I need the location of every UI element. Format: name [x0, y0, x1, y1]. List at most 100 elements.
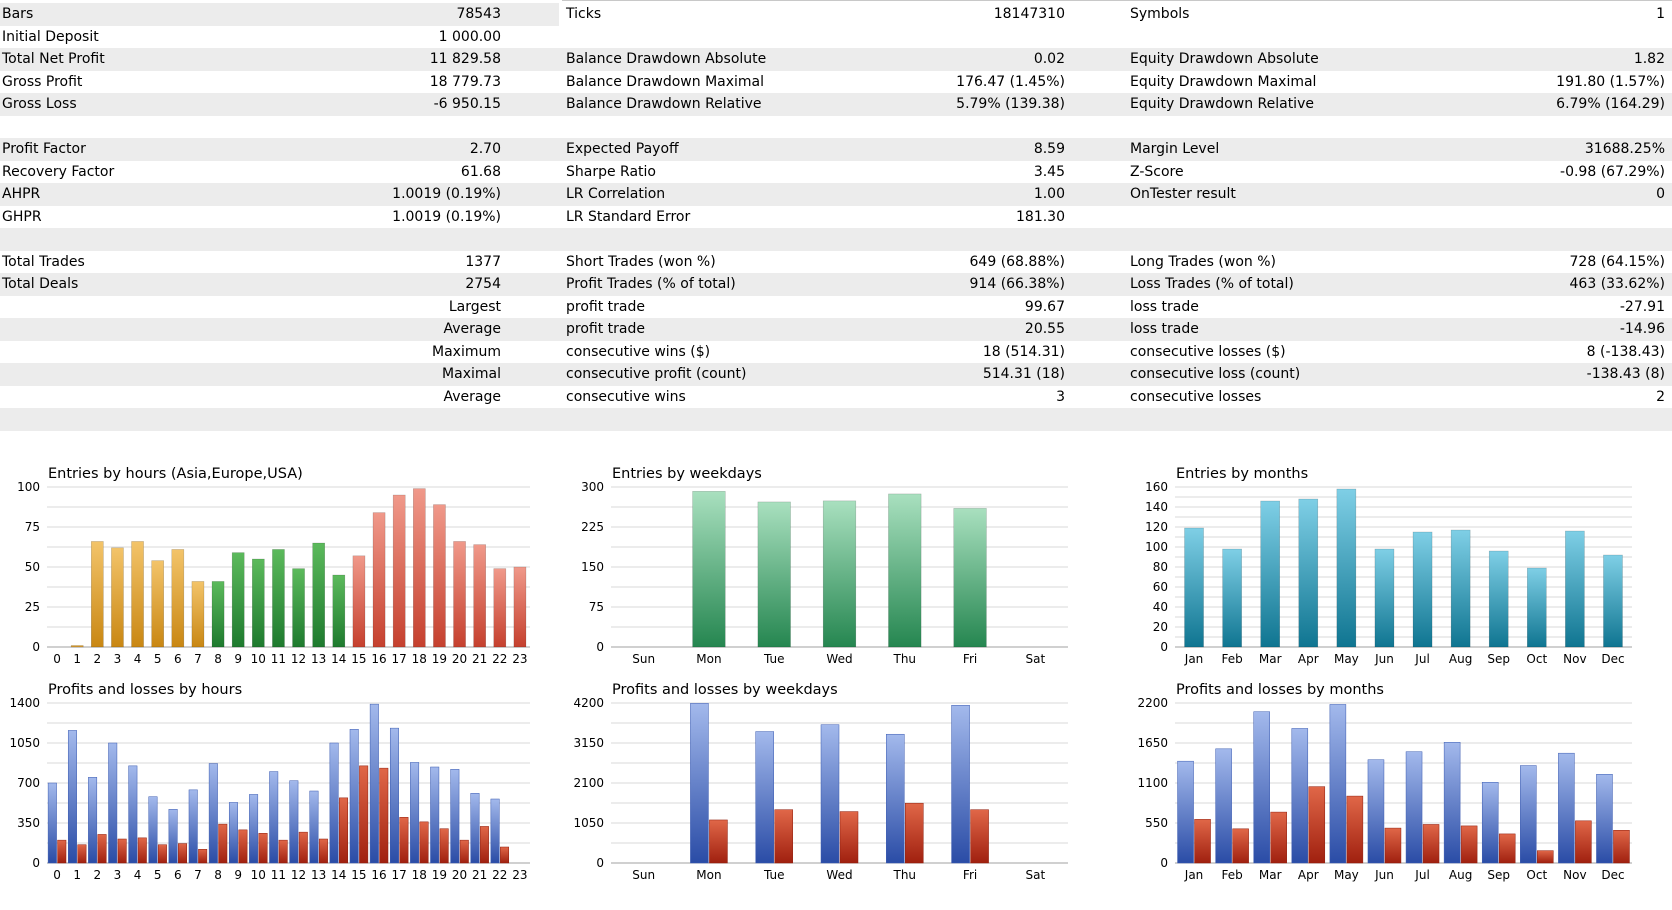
- loss-bar: [905, 802, 924, 864]
- entry-bar: [493, 568, 507, 648]
- x-tick-label: 4: [134, 652, 142, 666]
- entry-bar: [1260, 500, 1280, 648]
- y-tick-label: 0: [1160, 640, 1168, 654]
- profit-bar: [168, 809, 178, 864]
- y-tick-label: 1050: [573, 816, 604, 830]
- entry-bar: [1488, 550, 1509, 648]
- loss-bar: [117, 838, 127, 864]
- loss-bar: [198, 849, 208, 864]
- profit-bar: [430, 766, 440, 864]
- stat-label: consecutive losses ($): [1130, 343, 1286, 360]
- stat-value: 1.00: [1033, 186, 1065, 202]
- profit-bar: [1367, 759, 1385, 864]
- profit-bar: [1177, 760, 1194, 864]
- stat-value: 18 (514.31): [982, 343, 1065, 360]
- x-tick-label: 13: [311, 652, 326, 666]
- stat-label: OnTester result: [1130, 186, 1236, 202]
- stat-value: -27.91: [1619, 298, 1665, 315]
- profit-bar: [1405, 751, 1423, 864]
- x-tick-label: 12: [291, 868, 306, 882]
- x-tick-label: Fri: [963, 652, 977, 666]
- stat-value: 2754: [465, 276, 501, 292]
- loss-bar: [218, 823, 228, 864]
- x-tick-label: Nov: [1563, 868, 1586, 882]
- profit-bar: [349, 729, 359, 864]
- x-tick-label: 14: [331, 652, 346, 666]
- stat-label: Equity Drawdown Absolute: [1130, 51, 1319, 67]
- loss-bar: [1422, 824, 1440, 864]
- x-tick-label: 1: [73, 652, 81, 666]
- profit-bar: [886, 733, 905, 864]
- y-tick-label: 150: [581, 560, 604, 574]
- stat-value: 8.59: [1033, 141, 1065, 157]
- x-tick-label: 22: [492, 652, 507, 666]
- x-tick-label: 0: [53, 868, 61, 882]
- chart-5: Profits and losses by weekdays 0 1050 2100 3…: [573, 682, 1068, 882]
- stat-value: 99.67: [1024, 298, 1065, 315]
- x-tick-label: 6: [174, 868, 182, 882]
- x-tick-label: 21: [472, 868, 487, 882]
- profit-bar: [1520, 765, 1537, 864]
- entry-bar: [692, 491, 726, 648]
- stat-label: Profit Factor: [2, 141, 86, 157]
- loss-bar: [278, 839, 288, 864]
- profit-bar: [450, 769, 460, 864]
- entry-bar: [151, 560, 164, 648]
- x-tick-label: May: [1334, 868, 1359, 882]
- stats-row: Initial Deposit 1 000.00: [0, 26, 1672, 49]
- stat-label: Total Net Profit: [2, 51, 105, 67]
- stat-value: -138.43 (8): [1586, 366, 1665, 382]
- x-tick-label: May: [1334, 652, 1359, 666]
- entry-bar: [1222, 548, 1242, 648]
- profit-bar: [1215, 748, 1232, 864]
- loss-bar: [1537, 850, 1554, 864]
- x-tick-label: 21: [472, 652, 487, 666]
- profit-bar: [289, 780, 299, 864]
- profit-bar: [47, 782, 57, 864]
- stats-row: Total Net Profit 11 829.58 Balance Drawdow…: [0, 48, 1672, 71]
- loss-bar: [709, 819, 728, 864]
- x-tick-label: Sun: [632, 652, 655, 666]
- stat-label: consecutive wins: [566, 388, 686, 405]
- profit-bar: [208, 763, 218, 864]
- stat-label: Loss Trades (% of total): [1130, 276, 1294, 292]
- y-tick-label: 700: [17, 776, 40, 790]
- profit-bar: [951, 705, 970, 864]
- stat-label: Equity Drawdown Maximal: [1130, 73, 1317, 90]
- x-tick-label: 15: [351, 868, 366, 882]
- stat-value: 181.30: [1016, 208, 1065, 225]
- stats-row: Maximal consecutive profit (count) 514.31 …: [0, 363, 1672, 386]
- x-tick-label: Thu: [893, 868, 917, 882]
- x-tick-label: Jan: [1184, 652, 1204, 666]
- entry-bar: [191, 581, 205, 648]
- entry-bar: [822, 500, 857, 648]
- loss-bar: [1384, 827, 1402, 864]
- entry-bar: [352, 555, 366, 648]
- entry-bar: [1565, 530, 1585, 648]
- chart-4: Profits and losses by hours0350700105014…: [9, 682, 530, 882]
- stats-row: Profit Factor 2.70 Expected Payoff 8.59 Marg…: [0, 138, 1672, 161]
- loss-bar: [1460, 825, 1478, 864]
- stats-row: Gross Loss -6 950.15 Balance Drawdown Rela…: [0, 93, 1672, 116]
- stat-value: 1.82: [1633, 51, 1665, 67]
- y-tick-label: 25: [25, 600, 40, 614]
- stat-value: 78543: [456, 6, 501, 22]
- loss-bar: [318, 838, 328, 864]
- x-tick-label: Jun: [1374, 652, 1394, 666]
- entry-bar: [433, 504, 446, 648]
- stat-value: Average: [443, 321, 502, 337]
- y-tick-label: 20: [1153, 620, 1168, 634]
- profit-bar: [1558, 752, 1575, 864]
- entry-bar: [372, 512, 386, 648]
- entry-bar: [70, 645, 84, 648]
- stat-value: 649 (68.88%): [969, 253, 1065, 270]
- entry-bar: [231, 552, 245, 648]
- profit-bar: [755, 731, 774, 864]
- loss-bar: [1575, 820, 1592, 864]
- x-tick-label: 8: [214, 652, 222, 666]
- entry-bar: [473, 544, 486, 648]
- stat-label: profit trade: [566, 298, 645, 315]
- stat-value: 18147310: [993, 6, 1065, 22]
- stats-row: Maximum consecutive wins ($) 18 (514.31) co…: [0, 341, 1672, 364]
